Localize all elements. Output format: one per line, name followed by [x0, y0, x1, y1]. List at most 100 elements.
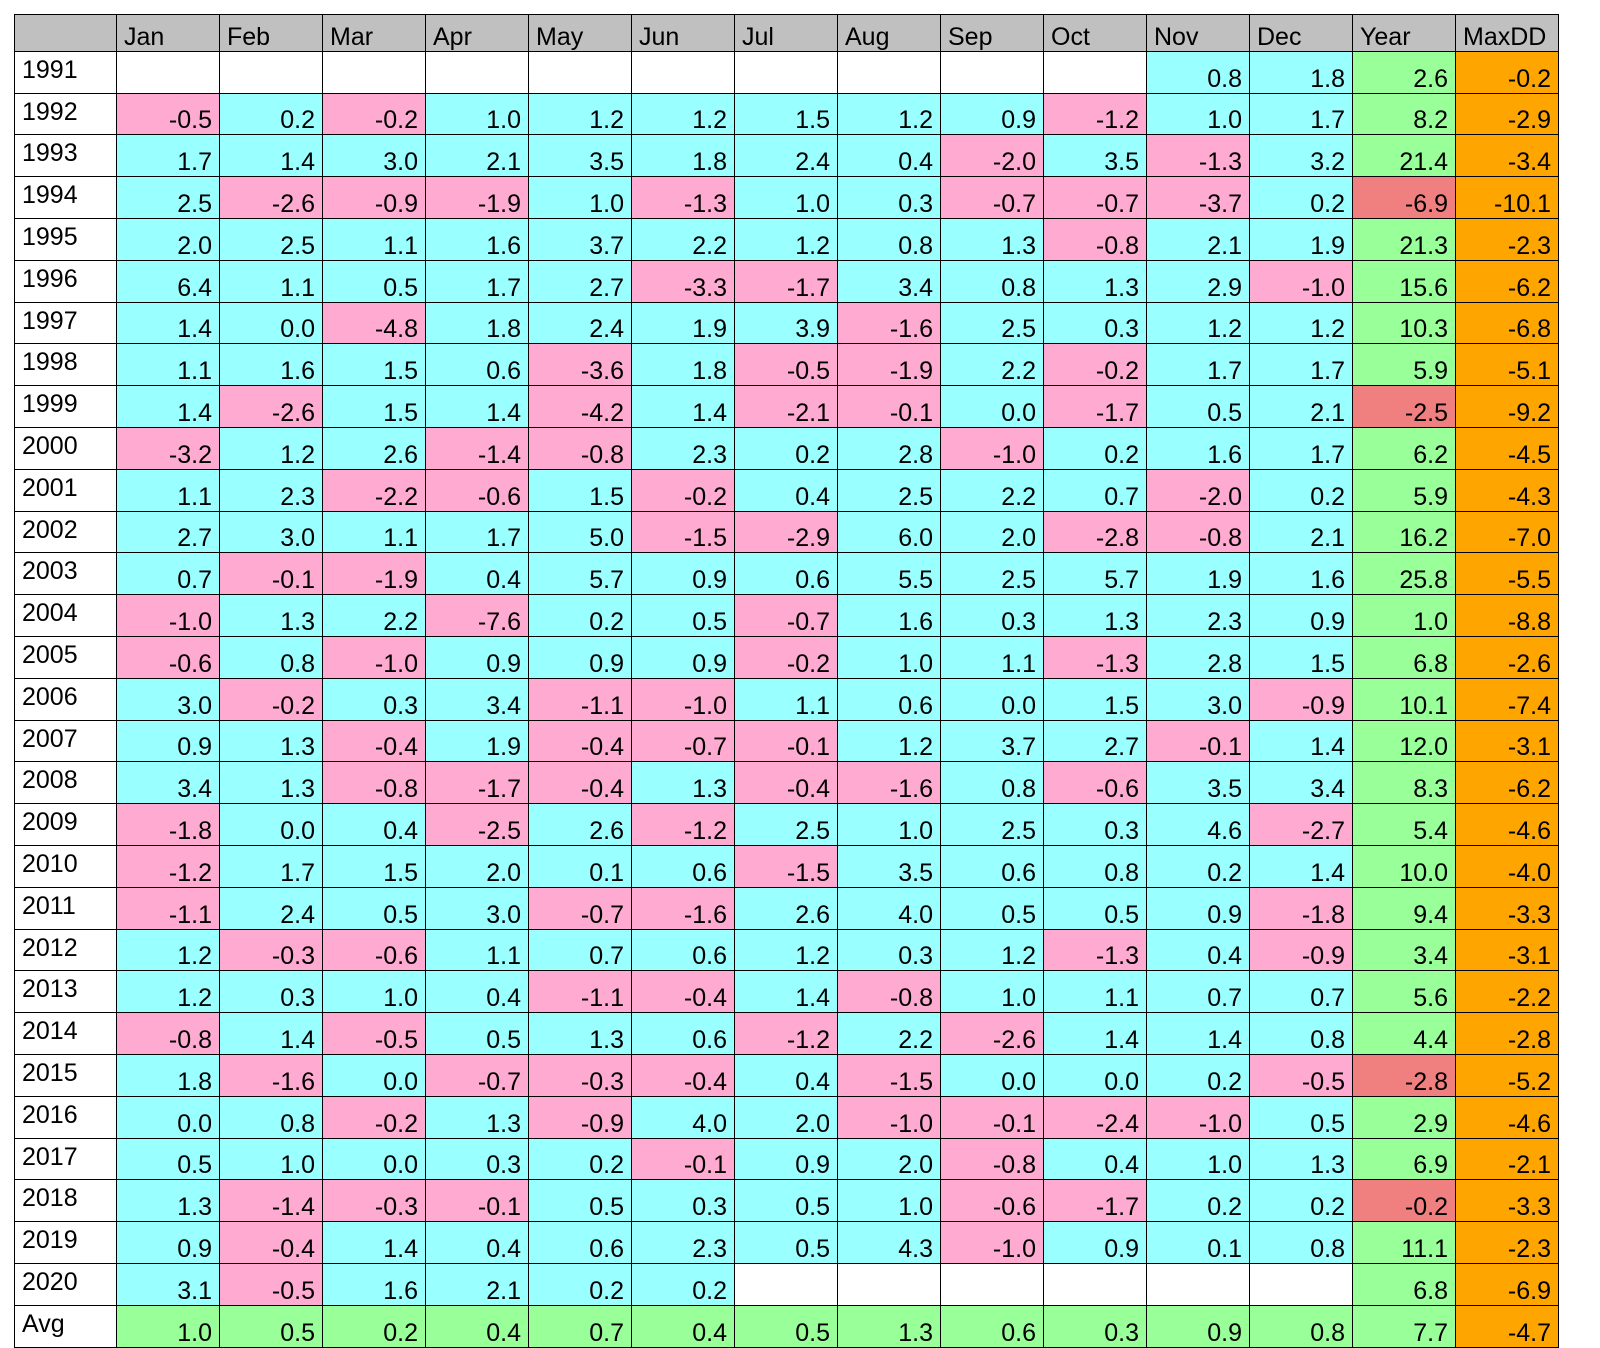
- maxdd-cell: -9.2: [1455, 385, 1559, 428]
- month-value-cell: 3.4: [1249, 761, 1353, 805]
- month-value-cell: 0.4: [322, 803, 426, 846]
- row-label-year: 2007: [14, 719, 117, 763]
- empty-cell: [219, 50, 323, 94]
- month-value-cell: -2.9: [734, 510, 838, 554]
- month-value-cell: 1.2: [528, 92, 632, 136]
- average-cell: 1.0: [116, 1304, 220, 1348]
- month-value-cell: 3.7: [940, 719, 1044, 763]
- month-value-cell: -1.3: [1146, 134, 1250, 178]
- month-value-cell: 0.4: [1043, 1137, 1147, 1181]
- empty-cell: [940, 1262, 1044, 1306]
- table-row: 2000 -3.2 1.2 2.6 -1.4 -0.8 2.3 0.2 2.8 -1.0 0.2 1.…: [14, 426, 1559, 470]
- row-label-year: 2012: [14, 928, 117, 972]
- month-value-cell: -0.8: [1043, 217, 1147, 261]
- month-value-cell: -1.1: [528, 677, 632, 721]
- month-value-cell: 2.5: [116, 176, 220, 219]
- month-value-cell: 1.4: [116, 301, 220, 345]
- month-value-cell: -0.5: [1249, 1053, 1353, 1097]
- month-value-cell: -0.6: [1043, 761, 1147, 805]
- maxdd-cell: -2.8: [1455, 1012, 1559, 1055]
- maxdd-cell: -3.1: [1455, 928, 1559, 972]
- month-value-cell: -2.0: [1146, 468, 1250, 512]
- month-value-cell: 2.4: [528, 301, 632, 345]
- month-value-cell: 0.7: [116, 552, 220, 596]
- row-label-year: 2017: [14, 1137, 117, 1181]
- month-value-cell: 5.7: [528, 552, 632, 596]
- month-value-cell: 0.9: [1249, 594, 1353, 637]
- month-value-cell: 3.0: [425, 886, 529, 930]
- month-value-cell: 1.0: [837, 1179, 941, 1223]
- month-value-cell: 0.6: [425, 343, 529, 387]
- month-value-cell: 3.0: [219, 510, 323, 554]
- month-value-cell: 0.2: [631, 1262, 735, 1306]
- month-value-cell: 1.3: [425, 1095, 529, 1139]
- empty-cell: [631, 50, 735, 94]
- table-row: 2007 0.9 1.3 -0.4 1.9 -0.4 -0.7 -0.1 1.2 3.7 2.7 -0…: [14, 719, 1559, 763]
- table-row: 2019 0.9 -0.4 1.4 0.4 0.6 2.3 0.5 4.3 -1.0 0.9 0.1 0…: [14, 1221, 1559, 1264]
- empty-cell: [1043, 50, 1147, 94]
- average-cell: 0.8: [1249, 1304, 1353, 1348]
- month-value-cell: -0.6: [425, 468, 529, 512]
- month-value-cell: -1.7: [1043, 1179, 1147, 1223]
- maxdd-cell: -5.2: [1455, 1053, 1559, 1097]
- month-value-cell: -4.2: [528, 385, 632, 428]
- month-value-cell: 0.0: [322, 1137, 426, 1181]
- table-row: 2014 -0.8 1.4 -0.5 0.5 1.3 0.6 -1.2 2.2 -2.6 1.4 1.…: [14, 1012, 1559, 1055]
- table-row: 2004 -1.0 1.3 2.2 -7.6 0.2 0.5 -0.7 1.6 0.3 1.3 2.3…: [14, 594, 1559, 637]
- year-total-cell: 5.6: [1352, 970, 1456, 1014]
- row-label-year: 1996: [14, 259, 117, 303]
- month-value-cell: 2.5: [734, 803, 838, 846]
- month-value-cell: 3.0: [1146, 677, 1250, 721]
- year-total-cell: 12.0: [1352, 719, 1456, 763]
- month-value-cell: -0.7: [425, 1053, 529, 1097]
- month-value-cell: 0.9: [940, 92, 1044, 136]
- month-value-cell: -1.5: [631, 510, 735, 554]
- month-value-cell: -0.8: [940, 1137, 1044, 1181]
- year-total-cell: 2.9: [1352, 1095, 1456, 1139]
- month-value-cell: 1.2: [940, 928, 1044, 972]
- month-value-cell: 1.4: [322, 1221, 426, 1264]
- month-value-cell: -0.4: [322, 719, 426, 763]
- month-value-cell: 0.2: [1043, 426, 1147, 470]
- month-value-cell: 0.0: [219, 301, 323, 345]
- year-total-cell: -2.8: [1352, 1053, 1456, 1097]
- month-value-cell: 0.3: [837, 928, 941, 972]
- month-value-cell: 0.8: [940, 761, 1044, 805]
- month-value-cell: -0.8: [116, 1012, 220, 1055]
- month-value-cell: -0.3: [528, 1053, 632, 1097]
- maxdd-cell: -6.8: [1455, 301, 1559, 345]
- month-value-cell: 0.9: [1146, 886, 1250, 930]
- month-value-cell: 1.0: [837, 803, 941, 846]
- month-value-cell: 0.2: [1249, 176, 1353, 219]
- returns-table-container: Jan Feb Mar Apr May Jun Jul Aug Sep Oct Nov Dec Year…: [14, 14, 1559, 1348]
- month-value-cell: -1.5: [837, 1053, 941, 1097]
- month-value-cell: 1.5: [1043, 677, 1147, 721]
- month-value-cell: -0.4: [528, 761, 632, 805]
- empty-cell: [837, 50, 941, 94]
- month-value-cell: 1.6: [425, 217, 529, 261]
- month-value-cell: 1.0: [528, 176, 632, 219]
- month-value-cell: -0.7: [734, 594, 838, 637]
- month-value-cell: 3.5: [1146, 761, 1250, 805]
- month-value-cell: 1.2: [734, 928, 838, 972]
- month-value-cell: 2.0: [116, 217, 220, 261]
- year-total-cell: 8.3: [1352, 761, 1456, 805]
- maxdd-cell: -2.1: [1455, 1137, 1559, 1181]
- month-value-cell: 4.0: [631, 1095, 735, 1139]
- month-value-cell: 0.3: [1043, 301, 1147, 345]
- maxdd-cell: -2.3: [1455, 217, 1559, 261]
- month-value-cell: 2.8: [837, 426, 941, 470]
- year-total-cell: 16.2: [1352, 510, 1456, 554]
- month-value-cell: 2.3: [1146, 594, 1250, 637]
- month-value-cell: -1.7: [1043, 385, 1147, 428]
- table-row: 1997 1.4 0.0 -4.8 1.8 2.4 1.9 3.9 -1.6 2.5 0.3 1.2 1…: [14, 301, 1559, 345]
- month-value-cell: 1.7: [1249, 343, 1353, 387]
- month-value-cell: 0.3: [425, 1137, 529, 1181]
- row-label-year: 2018: [14, 1179, 117, 1223]
- month-value-cell: 1.1: [734, 677, 838, 721]
- average-cell: 0.9: [1146, 1304, 1250, 1348]
- month-value-cell: 1.0: [219, 1137, 323, 1181]
- month-value-cell: 1.2: [1249, 301, 1353, 345]
- month-value-cell: 1.7: [425, 259, 529, 303]
- header-row: Jan Feb Mar Apr May Jun Jul Aug Sep Oct Nov Dec Year…: [14, 14, 1559, 52]
